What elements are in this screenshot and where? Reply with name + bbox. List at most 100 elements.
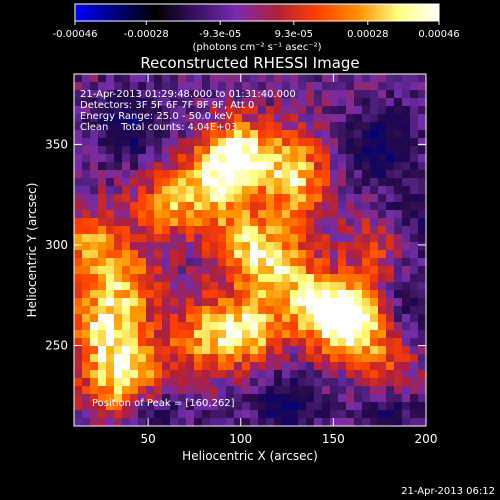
heatmap-cell [202, 106, 211, 115]
heatmap-cell [210, 98, 219, 107]
heatmap-cell [322, 362, 331, 371]
heatmap-cell [98, 282, 107, 291]
heatmap-cell [250, 258, 259, 267]
heatmap-cell [170, 370, 179, 379]
heatmap-cell [74, 90, 83, 99]
heatmap-cell [306, 114, 315, 123]
heatmap-cell [314, 354, 323, 363]
heatmap-cell [210, 290, 219, 299]
heatmap-cell [298, 242, 307, 251]
heatmap-cell [258, 338, 267, 347]
heatmap-cell [90, 178, 99, 187]
heatmap-cell [170, 346, 179, 355]
heatmap-cell [178, 194, 187, 203]
heatmap-cell [282, 394, 291, 403]
heatmap-cell [106, 362, 115, 371]
heatmap-cell [146, 122, 155, 131]
heatmap-cell [394, 418, 403, 426]
heatmap-cell [98, 202, 107, 211]
heatmap-cell [386, 410, 395, 419]
heatmap-cell [202, 130, 211, 139]
heatmap-cell [290, 162, 299, 171]
heatmap-cell [314, 314, 323, 323]
heatmap-cell [274, 258, 283, 267]
heatmap-cell [354, 410, 363, 419]
heatmap-cell [202, 314, 211, 323]
heatmap-cell [130, 178, 139, 187]
heatmap-cell [74, 82, 83, 91]
heatmap-cell [130, 410, 139, 419]
y-axis-label: Heliocentric Y (arcsec) [25, 183, 39, 318]
heatmap-cell [274, 130, 283, 139]
heatmap-cell [194, 306, 203, 315]
heatmap-cell [106, 186, 115, 195]
heatmap-cell [306, 226, 315, 235]
heatmap-cell [314, 106, 323, 115]
heatmap-cell [402, 362, 411, 371]
heatmap-cell [130, 266, 139, 275]
heatmap-cell [386, 386, 395, 395]
heatmap-cell [138, 82, 147, 91]
heatmap-cell [226, 282, 235, 291]
heatmap-cell [362, 130, 371, 139]
heatmap-cell [282, 98, 291, 107]
heatmap-cell [370, 402, 379, 411]
heatmap-cell [178, 122, 187, 131]
heatmap-cell [346, 186, 355, 195]
heatmap-cell [338, 98, 347, 107]
heatmap-cell [154, 90, 163, 99]
heatmap-cell [378, 386, 387, 395]
heatmap-cell [258, 394, 267, 403]
annotation-detectors: Detectors: 3F 5F 6F 7F 8F 9F, Att 0 [80, 100, 254, 111]
heatmap-cell [210, 194, 219, 203]
heatmap-cell [266, 346, 275, 355]
heatmap-cell [74, 162, 83, 171]
heatmap-cell [242, 354, 251, 363]
heatmap-cell [258, 410, 267, 419]
heatmap-cell [314, 242, 323, 251]
heatmap-cell [258, 346, 267, 355]
heatmap-cell [210, 266, 219, 275]
heatmap-cell [266, 386, 275, 395]
heatmap-cell [186, 210, 195, 219]
heatmap-cell [226, 346, 235, 355]
heatmap-cell [418, 186, 426, 195]
heatmap-cell [170, 394, 179, 403]
heatmap-cell [338, 194, 347, 203]
heatmap-cell [170, 338, 179, 347]
heatmap-cell [362, 138, 371, 147]
heatmap-cell [370, 154, 379, 163]
heatmap-cell [114, 362, 123, 371]
heatmap-cell [298, 290, 307, 299]
heatmap-cell [250, 402, 259, 411]
heatmap-cell [274, 98, 283, 107]
heatmap-cell [250, 362, 259, 371]
heatmap-cell [354, 370, 363, 379]
heatmap-cell [122, 218, 131, 227]
heatmap-cell [106, 274, 115, 283]
heatmap-cell [122, 322, 131, 331]
heatmap-cell [290, 130, 299, 139]
heatmap-cell [74, 266, 83, 275]
heatmap-cell [346, 258, 355, 267]
heatmap-cell [282, 122, 291, 131]
heatmap-cell [242, 106, 251, 115]
heatmap-cell [346, 410, 355, 419]
heatmap-cell [130, 282, 139, 291]
heatmap-cell [394, 122, 403, 131]
heatmap-cell [218, 98, 227, 107]
heatmap-cell [322, 282, 331, 291]
heatmap-cell [290, 218, 299, 227]
heatmap-cell [290, 418, 299, 426]
heatmap-cell [146, 146, 155, 155]
heatmap-cell [378, 122, 387, 131]
heatmap-cell [162, 210, 171, 219]
heatmap-cell [138, 186, 147, 195]
heatmap-cell [98, 218, 107, 227]
heatmap-cell [130, 138, 139, 147]
heatmap-cell [290, 290, 299, 299]
heatmap-cell [218, 306, 227, 315]
heatmap-cell [282, 346, 291, 355]
heatmap-cell [346, 290, 355, 299]
heatmap-cell [322, 154, 331, 163]
